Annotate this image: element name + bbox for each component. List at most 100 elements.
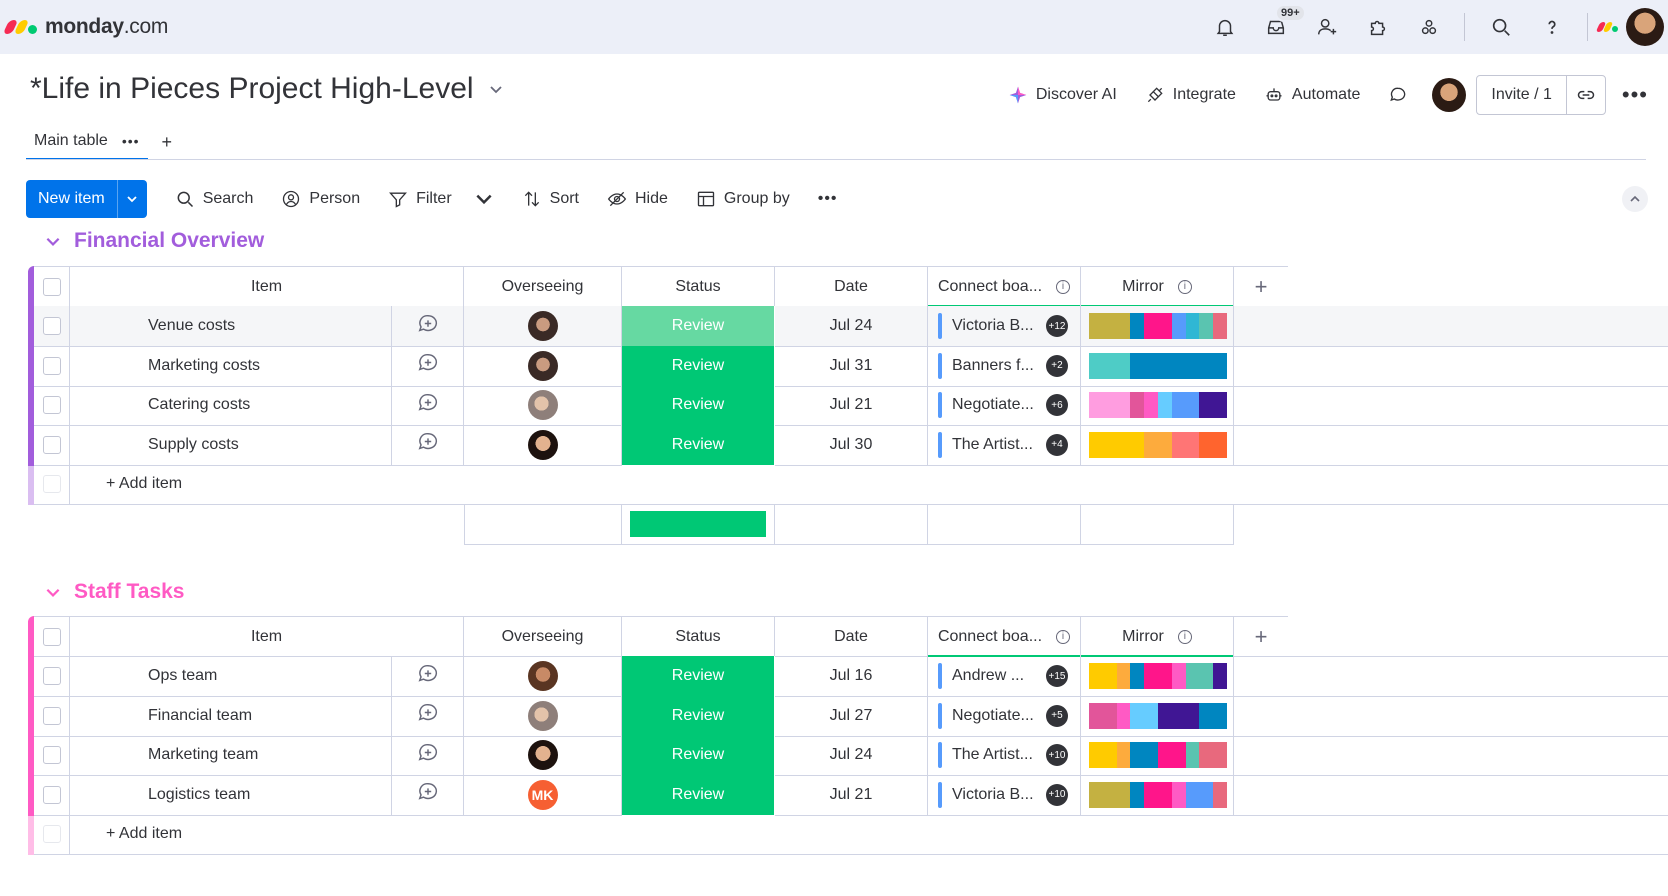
item-name[interactable]: Logistics team — [148, 785, 251, 803]
item-name[interactable]: Venue costs — [148, 317, 236, 334]
connect-boards-cell[interactable]: Victoria B... +12 — [928, 306, 1081, 347]
item-name[interactable]: Catering costs — [148, 396, 251, 413]
status-summary-cell[interactable] — [622, 503, 775, 545]
overseeing-cell[interactable] — [464, 656, 622, 697]
table-row[interactable]: Financial team Review Jul 27 Negotiate... +5 — [28, 695, 1668, 737]
bell-icon[interactable] — [1199, 0, 1250, 54]
person-filter-button[interactable]: Person — [267, 180, 374, 218]
row-checkbox-cell[interactable] — [34, 695, 70, 737]
add-item-row[interactable]: + Add item — [28, 814, 1668, 855]
chevron-down-icon[interactable] — [116, 180, 147, 218]
column-header-mirror[interactable]: Mirror i — [1081, 266, 1234, 307]
mirror-cell[interactable] — [1081, 345, 1234, 387]
chevron-down-icon[interactable] — [488, 81, 504, 97]
checkbox[interactable] — [42, 356, 61, 375]
copy-link-icon[interactable] — [1567, 76, 1605, 114]
add-column-icon[interactable]: + — [1234, 616, 1288, 657]
add-view-icon[interactable]: + — [161, 131, 173, 152]
item-name-cell[interactable]: Venue costs — [70, 306, 392, 347]
person-avatar[interactable] — [527, 429, 558, 460]
add-column-icon[interactable]: + — [1234, 266, 1288, 307]
column-header-overseeing[interactable]: Overseeing — [464, 616, 622, 657]
person-avatar[interactable] — [527, 311, 558, 341]
apps-puzzle-icon[interactable] — [1352, 0, 1403, 54]
table-row[interactable]: Catering costs Review Jul 21 Negotiate... +6 — [28, 385, 1668, 426]
date-cell[interactable]: Jul 16 — [775, 656, 928, 697]
checkbox[interactable] — [42, 627, 61, 646]
row-checkbox-cell[interactable] — [34, 774, 70, 816]
status-cell[interactable]: Review — [622, 695, 775, 737]
group-title-financial-overview[interactable]: Financial Overview — [44, 229, 264, 253]
row-checkbox-cell[interactable] — [34, 424, 70, 466]
select-all-checkbox[interactable] — [34, 266, 70, 307]
automate-button[interactable]: Automate — [1250, 77, 1374, 113]
item-name-cell[interactable]: Supply costs — [70, 424, 392, 466]
item-name[interactable]: Supply costs — [148, 435, 239, 453]
overseeing-cell[interactable] — [464, 306, 622, 347]
tab-options-icon[interactable]: ••• — [121, 133, 140, 149]
info-icon[interactable]: i — [1056, 279, 1071, 294]
person-avatar[interactable] — [527, 390, 558, 420]
column-header-connect[interactable]: Connect boa... i — [928, 616, 1081, 657]
select-all-checkbox[interactable] — [34, 616, 70, 657]
workspace-switcher-icon[interactable] — [1595, 22, 1618, 32]
info-icon[interactable]: i — [1177, 279, 1192, 294]
add-item-input[interactable]: + Add item — [70, 814, 1668, 855]
status-cell[interactable]: Review — [622, 735, 775, 776]
date-cell[interactable]: Jul 27 — [775, 695, 928, 737]
add-update-cell[interactable] — [392, 695, 464, 737]
table-row[interactable]: Logistics team MK Review Jul 21 Victoria B..… — [28, 774, 1668, 816]
mirror-cell[interactable] — [1081, 306, 1234, 347]
column-header-mirror[interactable]: Mirror i — [1081, 616, 1234, 657]
item-name[interactable]: Ops team — [148, 667, 218, 684]
marketplace-icon[interactable] — [1403, 0, 1454, 54]
add-update-icon[interactable] — [417, 663, 439, 690]
mirror-cell[interactable] — [1081, 385, 1234, 426]
checkbox[interactable] — [42, 277, 61, 296]
info-icon[interactable]: i — [1177, 629, 1192, 644]
overseeing-cell[interactable] — [464, 345, 622, 387]
add-update-cell[interactable] — [392, 306, 464, 347]
overseeing-cell[interactable] — [464, 424, 622, 466]
date-cell[interactable]: Jul 24 — [775, 735, 928, 776]
monday-logo[interactable]: monday.com — [2, 15, 168, 39]
item-name-cell[interactable]: Ops team — [70, 656, 392, 697]
connect-boards-cell[interactable]: Andrew ... +15 — [928, 656, 1081, 697]
add-update-icon[interactable] — [417, 313, 439, 340]
overseeing-cell[interactable] — [464, 385, 622, 426]
checkbox[interactable] — [42, 435, 61, 454]
column-header-item[interactable]: Item — [70, 266, 464, 307]
mirror-cell[interactable] — [1081, 735, 1234, 776]
status-cell[interactable]: Review — [622, 306, 775, 347]
add-update-cell[interactable] — [392, 735, 464, 776]
column-header-connect[interactable]: Connect boa... i — [928, 266, 1081, 307]
add-update-icon[interactable] — [417, 702, 439, 729]
updates-button[interactable] — [1374, 77, 1422, 113]
search-button[interactable]: Search — [161, 180, 268, 218]
mirror-cell[interactable] — [1081, 656, 1234, 697]
item-name[interactable]: Marketing costs — [148, 356, 261, 374]
row-checkbox-cell[interactable] — [34, 385, 70, 426]
inbox-icon[interactable]: 99+ — [1250, 0, 1306, 54]
status-cell[interactable]: Review — [622, 656, 775, 697]
add-update-cell[interactable] — [392, 424, 464, 466]
table-row[interactable]: Marketing costs Review Jul 31 Banners f... +… — [28, 345, 1668, 387]
date-cell[interactable]: Jul 21 — [775, 385, 928, 426]
add-update-icon[interactable] — [417, 352, 439, 379]
add-item-input[interactable]: + Add item — [70, 464, 1668, 505]
column-header-date[interactable]: Date — [775, 616, 928, 657]
row-checkbox-cell[interactable] — [34, 306, 70, 347]
table-row[interactable]: Venue costs Review Jul 24 Victoria B... +12 — [28, 306, 1668, 347]
item-name-cell[interactable]: Marketing costs — [70, 345, 392, 387]
connect-boards-cell[interactable]: Banners f... +2 — [928, 345, 1081, 387]
overseeing-cell[interactable]: MK — [464, 774, 622, 816]
add-update-icon[interactable] — [417, 392, 439, 419]
column-header-date[interactable]: Date — [775, 266, 928, 307]
hide-button[interactable]: Hide — [593, 180, 682, 218]
overseeing-cell[interactable] — [464, 735, 622, 776]
person-avatar[interactable] — [527, 700, 558, 731]
help-icon[interactable] — [1526, 0, 1577, 54]
add-item-row[interactable]: + Add item — [28, 464, 1668, 505]
group-title-staff-tasks[interactable]: Staff Tasks — [44, 580, 185, 604]
date-cell[interactable]: Jul 21 — [775, 774, 928, 816]
